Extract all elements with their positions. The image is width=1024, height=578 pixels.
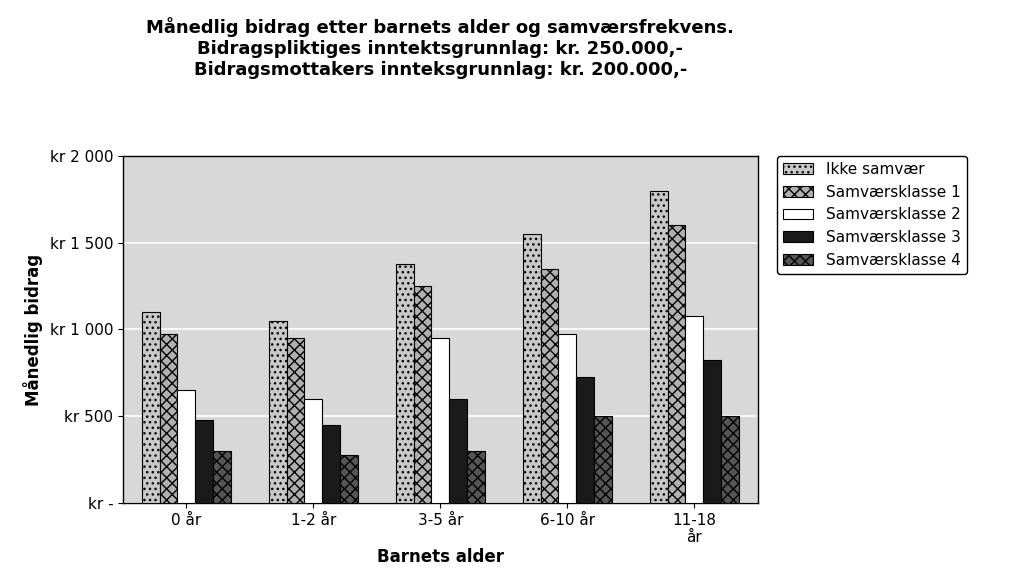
Bar [142,312,160,503]
Text: Barnets alder: Barnets alder [377,549,504,566]
Bar [721,416,738,503]
Bar [577,377,594,503]
Y-axis label: Månedlig bidrag: Månedlig bidrag [23,253,43,406]
Bar [269,321,287,503]
Text: Månedlig bidrag etter barnets alder og samværsfrekvens.
Bidragspliktiges inntekt: Månedlig bidrag etter barnets alder og s… [146,17,734,79]
Bar [685,316,703,503]
Bar [287,338,304,503]
Bar [703,360,721,503]
Bar [196,421,213,503]
Bar [396,265,414,503]
Bar [668,225,685,503]
Bar [177,390,196,503]
Bar [414,286,431,503]
Bar [213,451,230,503]
Bar [650,191,668,503]
Legend: Ikke samvær, Samværsklasse 1, Samværsklasse 2, Samværsklasse 3, Samværsklasse 4: Ikke samvær, Samværsklasse 1, Samværskla… [777,156,967,274]
Bar [431,338,450,503]
Bar [160,334,177,503]
Bar [467,451,484,503]
Bar [541,269,558,503]
Bar [304,399,323,503]
Bar [340,455,357,503]
Bar [594,416,611,503]
Bar [523,234,541,503]
Bar [323,425,340,503]
Bar [450,399,467,503]
Bar [558,334,577,503]
